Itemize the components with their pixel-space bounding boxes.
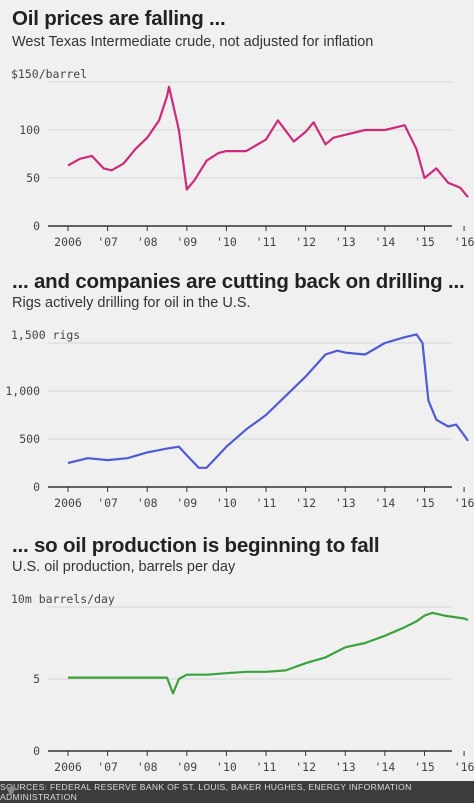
oil-production-panel: ... so oil production is beginning to fa… — [0, 528, 474, 780]
chart-title: Oil prices are falling ... — [12, 7, 226, 30]
y-tick-label: 0 — [33, 219, 40, 233]
series-line — [67, 85, 469, 198]
x-tick-label: '07 — [97, 496, 118, 510]
x-tick-label: '16 — [454, 496, 474, 510]
x-tick-label: '08 — [137, 496, 158, 510]
x-tick-label: '16 — [454, 235, 474, 249]
x-tick-label: '11 — [256, 235, 277, 249]
x-tick-label: '12 — [295, 496, 316, 510]
y-tick-label: 50 — [26, 171, 40, 185]
x-tick-label: '10 — [216, 760, 237, 774]
x-tick-label: '09 — [176, 235, 197, 249]
y-tick-label: 500 — [19, 432, 40, 446]
x-tick-label: '09 — [176, 760, 197, 774]
x-tick-label: '13 — [335, 235, 356, 249]
x-tick-label: '14 — [374, 496, 395, 510]
x-tick-label: '15 — [414, 760, 435, 774]
y-tick-label: 10m barrels/day — [11, 592, 115, 606]
series-line — [67, 333, 469, 469]
x-tick-label: '08 — [137, 235, 158, 249]
oil-price-panel: Oil prices are falling ... West Texas In… — [0, 0, 474, 262]
chart-subtitle: West Texas Intermediate crude, not adjus… — [12, 34, 374, 50]
oil-production-chart: 0 5 10m barrels/day 2006 '07 '08 '09 '10 '11 '12 '… — [11, 592, 474, 774]
logo-icon — [6, 787, 16, 797]
chart-subtitle: U.S. oil production, barrels per day — [12, 559, 236, 575]
x-tick-label: '07 — [97, 760, 118, 774]
sources-footer: SOURCES: FEDERAL RESERVE BANK OF ST. LOU… — [0, 781, 474, 803]
x-tick-label: '08 — [137, 760, 158, 774]
y-tick-label: $150/barrel — [11, 67, 87, 81]
sources-text: SOURCES: FEDERAL RESERVE BANK OF ST. LOU… — [0, 782, 412, 802]
x-tick-label: 2006 — [54, 760, 82, 774]
x-tick-label: '15 — [414, 496, 435, 510]
x-tick-label: '15 — [414, 235, 435, 249]
y-tick-label: 5 — [33, 672, 40, 686]
x-tick-label: '16 — [454, 760, 474, 774]
oil-price-chart: 0 50 100 $150/barrel 2006 '07 '08 '09 '10 '11 '12 '… — [11, 67, 474, 249]
x-tick-label: '10 — [216, 235, 237, 249]
x-tick-label: '13 — [335, 760, 356, 774]
x-tick-label: 2006 — [54, 235, 82, 249]
y-tick-label: 1,000 — [5, 384, 40, 398]
x-tick-label: '10 — [216, 496, 237, 510]
x-tick-label: '14 — [374, 760, 395, 774]
y-tick-label: 0 — [33, 744, 40, 758]
x-tick-label: 2006 — [54, 496, 82, 510]
y-tick-label: 100 — [19, 123, 40, 137]
chart-subtitle: Rigs actively drilling for oil in the U.… — [12, 295, 251, 311]
x-tick-label: '12 — [295, 235, 316, 249]
x-tick-label: '09 — [176, 496, 197, 510]
rig-count-panel: ... and companies are cutting back on dr… — [0, 265, 474, 525]
x-tick-label: '11 — [256, 496, 277, 510]
rig-count-chart: 0 500 1,000 1,500 rigs 2006 '07 '08 '09 '10 '11 '1… — [5, 328, 474, 510]
chart-title: ... so oil production is beginning to fa… — [12, 534, 380, 557]
x-tick-label: '13 — [335, 496, 356, 510]
x-tick-label: '12 — [295, 760, 316, 774]
x-tick-label: '11 — [256, 760, 277, 774]
chart-title: ... and companies are cutting back on dr… — [12, 270, 465, 293]
y-tick-label: 1,500 rigs — [11, 328, 80, 342]
x-tick-label: '14 — [374, 235, 395, 249]
x-tick-label: '07 — [97, 235, 118, 249]
series-line — [68, 611, 469, 695]
y-tick-label: 0 — [33, 480, 40, 494]
